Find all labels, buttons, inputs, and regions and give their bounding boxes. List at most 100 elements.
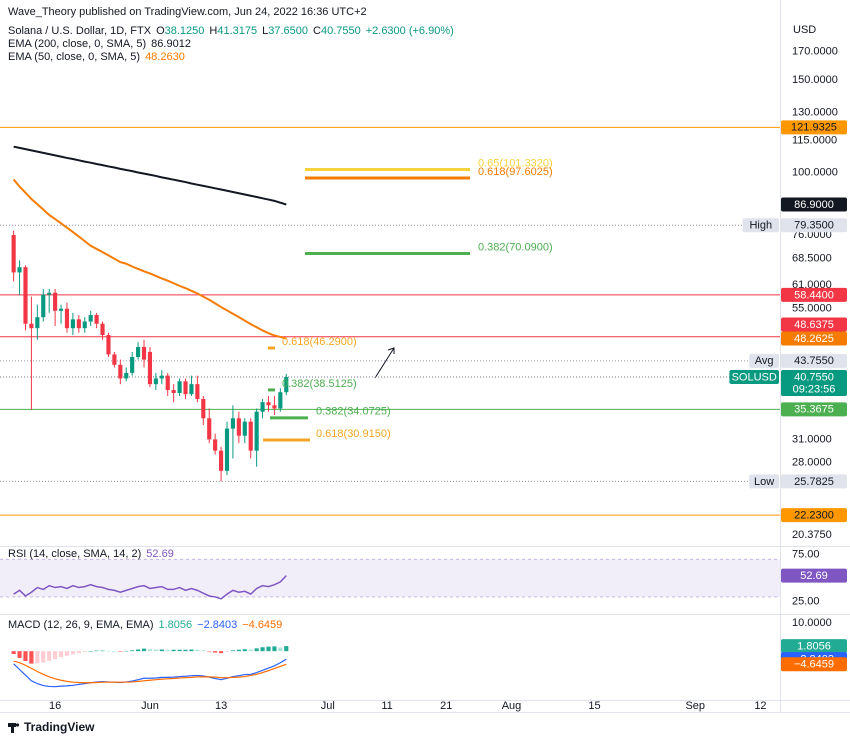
macd-histogram-bar — [94, 650, 99, 652]
macd-histogram-bar — [159, 649, 164, 652]
fib-label: 0.618(46.2900) — [282, 336, 357, 348]
study-legend: EMA (50, close, 0, SMA, 5) 48.2630 — [8, 51, 185, 63]
macd-histogram-bar — [106, 650, 111, 652]
candle-body — [266, 402, 271, 406]
macd-histogram-bar — [207, 651, 212, 652]
price-tag-bg — [749, 353, 779, 368]
candle-body — [260, 402, 265, 412]
brand: TradingView — [24, 720, 95, 734]
candle-body — [201, 399, 206, 419]
macd-histogram-bar — [100, 650, 105, 652]
price-label: 48.2625 — [794, 333, 834, 345]
macd-histogram-bar — [130, 650, 135, 652]
macd-histogram-bar — [201, 650, 206, 652]
candle-body — [17, 267, 22, 273]
macd-histogram-bar — [230, 650, 236, 652]
macd-histogram-bar — [64, 651, 70, 656]
candle-body — [94, 315, 99, 324]
macd-histogram-bar — [35, 651, 40, 664]
macd-histogram-bar — [224, 651, 230, 652]
macd-histogram-bar — [153, 649, 158, 652]
price-tag-bg — [749, 474, 779, 489]
legend-value: 41.3175 — [217, 25, 257, 37]
price-tag-bg — [742, 218, 779, 233]
macd-line — [13, 660, 287, 684]
y-tick-label: 150.0000 — [792, 74, 838, 86]
price-label-bg — [781, 120, 847, 135]
macd-histogram-bar — [53, 651, 58, 660]
candle-body — [53, 292, 58, 311]
candle-body — [207, 418, 212, 440]
macd-histogram-bar — [242, 649, 247, 652]
price-label: 121.9325 — [791, 122, 837, 134]
macd-histogram-bar — [213, 651, 218, 653]
macd-value-badge: 1.8056 — [797, 640, 831, 652]
price-label: 48.6375 — [794, 319, 834, 331]
macd-value-badge-bg — [781, 639, 847, 654]
y-tick-label: 28.0000 — [792, 456, 832, 468]
x-tick-label: 21 — [440, 700, 452, 712]
macd-histogram-bar — [284, 646, 289, 652]
macd-histogram-bar — [58, 651, 64, 658]
macd-legend-value: −2.8403 — [197, 619, 237, 631]
legend-value: 38.1250 — [165, 25, 205, 37]
price-label-bg — [781, 370, 847, 397]
y-tick-label: 10.0000 — [792, 617, 832, 629]
price-tag: Avg — [755, 355, 774, 367]
candle-body — [64, 308, 70, 329]
price-label: 86.9000 — [794, 199, 834, 211]
candle-body — [23, 267, 28, 324]
candle-body — [236, 418, 241, 436]
study-legend: EMA (200, close, 0, SMA, 5) 86.9012 — [8, 38, 191, 50]
y-tick-label: 68.5000 — [792, 253, 832, 265]
candle-body — [29, 323, 34, 329]
candle-body — [100, 323, 105, 336]
forecast-arrow — [374, 347, 395, 379]
candle-body — [219, 450, 224, 471]
price-label-bg — [781, 402, 847, 417]
fib-label: 0.382(70.0900) — [478, 241, 553, 253]
candle-body — [141, 346, 147, 360]
candle-body — [189, 384, 194, 395]
price-label-bg — [781, 197, 847, 212]
y-tick-label: 100.0000 — [792, 166, 838, 178]
macd-legend: MACD (12, 26, 9, EMA, EMA) 1.8056 −2.8403−… — [8, 619, 282, 631]
macd-legend-title: MACD (12, 26, 9, EMA, EMA) — [8, 619, 153, 631]
rsi-legend: RSI (14, close, SMA, 14, 2) 52.69 — [8, 548, 174, 560]
price-tag: High — [749, 220, 772, 232]
legend-key: H — [209, 25, 217, 37]
macd-value-badge-bg — [781, 657, 847, 672]
x-tick-label: 11 — [381, 700, 392, 712]
x-tick-label: 15 — [588, 700, 600, 712]
rsi-value-badge: 52.69 — [800, 570, 828, 582]
macd-legend-value: −4.6459 — [242, 619, 282, 631]
macd-histogram-bar — [29, 651, 34, 664]
price-label: 79.3500 — [794, 220, 834, 232]
candle-body — [88, 315, 93, 322]
price-label-bg — [781, 287, 847, 302]
y-tick-label: 31.0000 — [792, 433, 832, 445]
candle-body — [106, 335, 111, 355]
candle-body — [159, 375, 164, 379]
macd-line — [13, 658, 287, 688]
logo-part — [11, 723, 14, 733]
macd-histogram-bar — [147, 649, 153, 652]
study-name: EMA (50, close, 0, SMA, 5) — [8, 51, 140, 63]
macd-histogram-bar — [236, 649, 241, 652]
publisher-line: Wave_Theory published on TradingView.com… — [8, 6, 367, 18]
macd-histogram-bar — [165, 649, 170, 652]
ema-line — [12, 178, 287, 340]
macd-histogram-bar — [70, 651, 75, 655]
study-name: EMA (200, close, 0, SMA, 5) — [8, 38, 146, 50]
macd-histogram-bar — [124, 650, 129, 652]
macd-value-badge: −4.6459 — [794, 659, 834, 671]
price-label-bg — [781, 218, 847, 233]
fib-label: 0.382(34.0725) — [316, 406, 391, 418]
macd-histogram-bar — [171, 649, 176, 652]
candle-body — [230, 418, 236, 429]
x-tick-label: 13 — [215, 700, 227, 712]
y-tick-label: 115.0000 — [792, 135, 837, 147]
macd-histogram-bar — [118, 651, 123, 652]
macd-histogram-bar — [266, 646, 271, 652]
